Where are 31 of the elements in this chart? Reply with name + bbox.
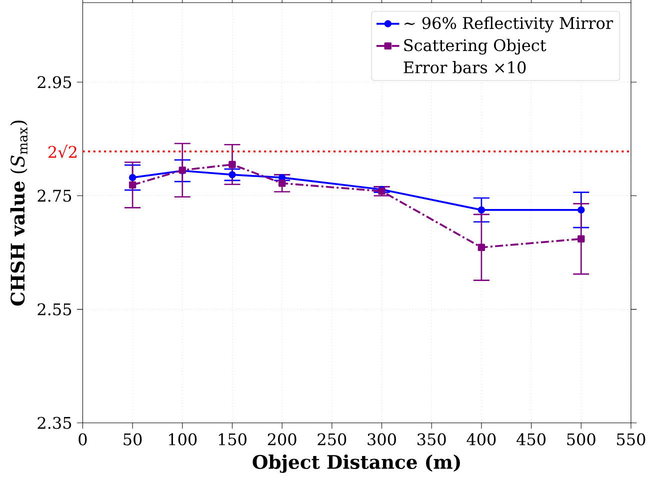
y-tick-label: 2.35	[38, 416, 72, 429]
x-tick-label: 150	[218, 433, 246, 446]
legend-label: Scattering Object	[404, 38, 546, 55]
y-axis-title: CHSH value (S$_{max}$)	[10, 120, 28, 306]
x-tick-label: 100	[169, 433, 197, 446]
x-tick-label: 300	[368, 433, 396, 446]
annotation: Error bars ×10	[404, 61, 526, 74]
x-tick-label: 550	[617, 433, 646, 446]
y-tick-label: 2.95	[38, 76, 72, 88]
x-axis-title: Object Distance (m)	[252, 454, 460, 473]
point	[578, 206, 585, 214]
point	[228, 160, 236, 168]
x-tick-label: 500	[567, 433, 596, 446]
y-tick-label: 2.75	[38, 190, 72, 202]
x-tick-label: 400	[466, 433, 496, 446]
ref-line-label: 2√2	[48, 144, 76, 158]
point	[578, 235, 585, 243]
point	[128, 181, 136, 189]
point	[228, 171, 236, 178]
x-tick-label: 200	[268, 433, 296, 446]
x-tick-label: 350	[418, 433, 446, 446]
point	[478, 244, 486, 252]
legend-label: ∼ 96% Reflectivity Mirror	[404, 16, 614, 32]
point	[278, 180, 286, 187]
x-tick-label: 0	[78, 433, 87, 446]
x-tick-label: 50	[124, 433, 142, 446]
y-tick-label: 2.55	[38, 303, 72, 316]
point	[128, 174, 136, 182]
point	[478, 206, 486, 214]
x-tick-label: 450	[516, 433, 546, 446]
x-tick-label: 250	[318, 433, 346, 446]
